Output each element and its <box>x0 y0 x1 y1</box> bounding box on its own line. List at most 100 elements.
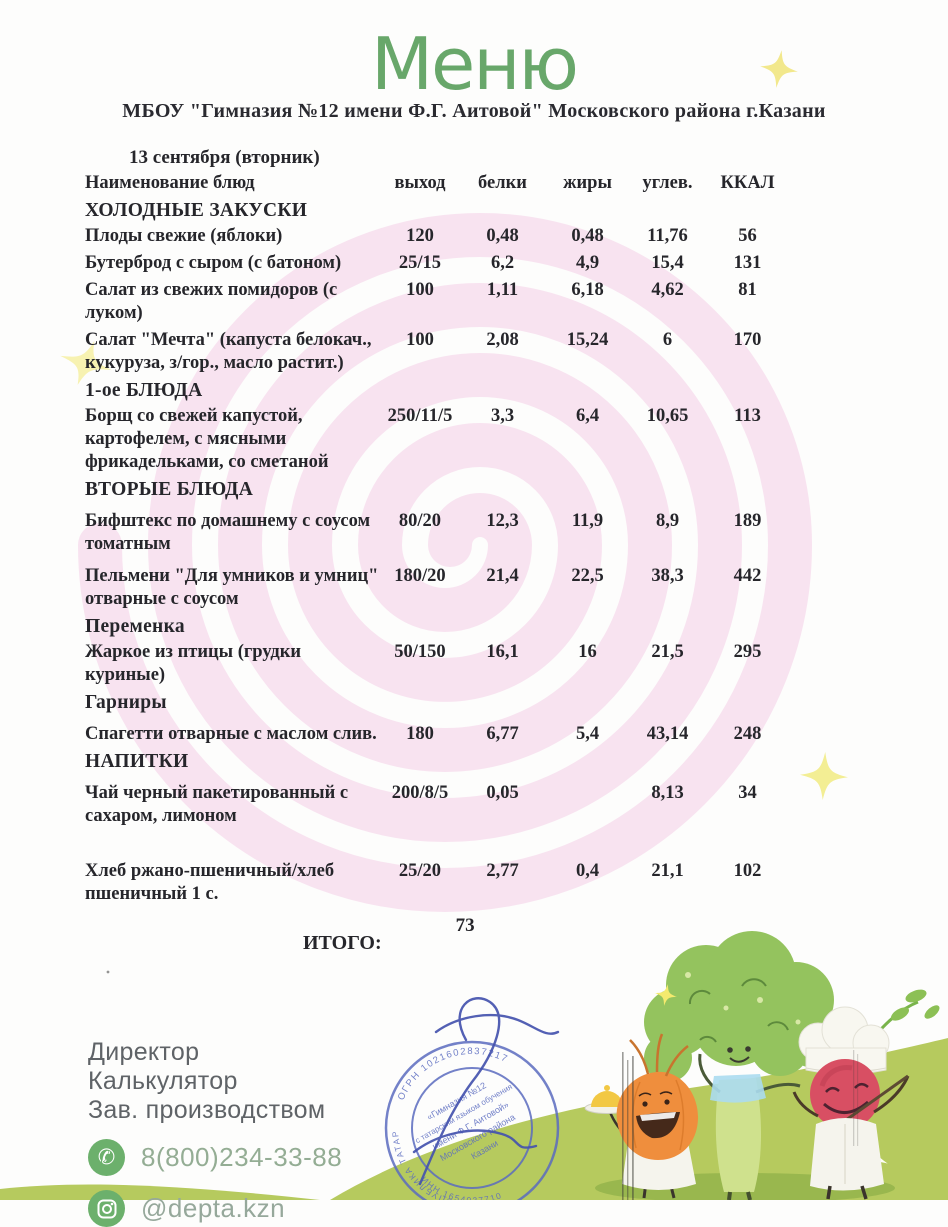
dish-carbs: 15,4 <box>651 253 684 273</box>
table-row: Салат из свежих помидоров (с луком) 100 … <box>85 279 787 325</box>
col-header-carbs: углев. <box>642 173 693 193</box>
dish-protein: 1,11 <box>486 280 519 300</box>
dish-protein: 3,3 <box>490 406 515 426</box>
total-value: 73 <box>455 915 475 936</box>
dish-carbs: 38,3 <box>651 566 684 586</box>
dish-protein: 16,1 <box>486 642 519 662</box>
col-header-protein: белки <box>478 173 527 193</box>
dish-out: 25/20 <box>398 861 442 881</box>
table-row: Салат "Мечта" (капуста белокач., кукуруз… <box>85 329 787 375</box>
col-header-name: Наименование блюд <box>85 173 255 193</box>
total-label: ИТОГО: <box>303 932 382 954</box>
table-row: Хлеб ржано-пшеничный/хлеб пшеничный 1 с.… <box>85 860 787 906</box>
dish-kcal: 34 <box>738 783 757 803</box>
table-row: Борщ со свежей капустой, картофелем, с м… <box>85 405 787 474</box>
dish-fat: 4,9 <box>575 253 600 273</box>
dish-name: Бифштекс по домашнему с соусом томатным <box>85 511 371 554</box>
dish-out: 180/20 <box>394 566 446 586</box>
dish-carbs: 6 <box>662 330 673 350</box>
dish-fat: 0,48 <box>571 226 604 246</box>
role-production-manager: Зав. производством <box>88 1096 326 1124</box>
col-header-out: выход <box>394 173 446 193</box>
dish-kcal: 189 <box>733 511 762 531</box>
dish-kcal: 131 <box>733 253 762 273</box>
section-title: ХОЛОДНЫЕ ЗАКУСКИ <box>85 200 308 221</box>
phone-icon: ✆ <box>88 1139 125 1176</box>
table-row: Плоды свежие (яблоки) 120 0,48 0,48 11,7… <box>85 225 787 248</box>
dish-kcal: 248 <box>733 724 762 744</box>
table-row: Бифштекс по домашнему с соусом томатным … <box>85 510 787 556</box>
dish-protein: 2,77 <box>486 861 519 881</box>
dish-name: Салат из свежих помидоров (с луком) <box>85 280 338 323</box>
phone-number: 8(800)234-33-88 <box>141 1142 343 1172</box>
instagram-icon <box>88 1190 125 1227</box>
dish-kcal: 81 <box>738 280 757 300</box>
dish-kcal: 295 <box>733 642 762 662</box>
dish-kcal: 113 <box>734 406 761 426</box>
instagram-row: @depta.kzn <box>88 1190 342 1227</box>
dish-name: Хлеб ржано-пшеничный/хлеб пшеничный 1 с. <box>85 861 335 904</box>
dish-protein: 2,08 <box>486 330 519 350</box>
section-row: НАПИТКИ <box>85 750 787 773</box>
dish-fat: 22,5 <box>571 566 604 586</box>
dish-out: 100 <box>406 280 434 300</box>
dish-carbs: 10,65 <box>646 406 689 426</box>
dish-out: 25/15 <box>398 253 442 273</box>
menu-date: 13 сентября (вторник) <box>129 147 320 168</box>
table-row: Спагетти отварные с маслом слив. 180 6,7… <box>85 723 787 746</box>
dish-fat: 5,4 <box>575 724 600 744</box>
table-row: Пельмени "Для умников и умниц" отварные … <box>85 565 787 611</box>
dish-protein: 0,05 <box>486 783 519 803</box>
dish-name: Чай черный пакетированный с сахаром, лим… <box>85 783 349 826</box>
dish-out: 100 <box>406 330 434 350</box>
section-row: ВТОРЫЕ БЛЮДА <box>85 478 787 501</box>
dish-fat: 15,24 <box>566 330 609 350</box>
dish-protein: 21,4 <box>486 566 519 586</box>
dish-carbs: 4,62 <box>651 280 684 300</box>
dish-fat: 6,4 <box>575 406 600 426</box>
section-title: Гарниры <box>85 692 167 713</box>
dish-fat: 6,18 <box>571 280 604 300</box>
dish-out: 50/150 <box>394 642 446 662</box>
dish-out: 250/11/5 <box>387 406 453 426</box>
dish-protein: 12,3 <box>486 511 519 531</box>
role-director: Директор <box>88 1038 200 1066</box>
section-title: 1-ое БЛЮДА <box>85 380 203 401</box>
col-header-fat: жиры <box>563 173 612 193</box>
school-title: МБОУ "Гимназия №12 имени Ф.Г. Аитовой" М… <box>122 100 826 122</box>
table-row: Чай черный пакетированный с сахаром, лим… <box>85 782 787 828</box>
menu-table: 13 сентября (вторник) Наименование блюд … <box>85 146 787 955</box>
dish-carbs: 43,14 <box>646 724 689 744</box>
dish-out: 120 <box>406 226 434 246</box>
section-row: 1-ое БЛЮДА <box>85 379 787 402</box>
section-title: Переменка <box>85 616 185 637</box>
dish-fat: 0,4 <box>575 861 600 881</box>
section-title: ВТОРЫЕ БЛЮДА <box>85 479 254 500</box>
menu-script-title: Меню <box>370 22 579 106</box>
dish-carbs: 21,5 <box>651 642 684 662</box>
section-row: Гарниры <box>85 691 787 714</box>
dish-carbs: 8,13 <box>651 783 684 803</box>
section-title: НАПИТКИ <box>85 751 189 772</box>
dish-name: Плоды свежие (яблоки) <box>85 226 283 246</box>
dish-protein: 6,77 <box>486 724 519 744</box>
dish-protein: 0,48 <box>486 226 519 246</box>
dish-carbs: 11,76 <box>647 226 688 246</box>
dish-name: Бутерброд с сыром (с батоном) <box>85 253 342 273</box>
dish-kcal: 170 <box>733 330 762 350</box>
totals-row: ИТОГО: 73 <box>85 915 787 955</box>
dish-name: Жаркое из птицы (грудки куриные) <box>85 642 302 685</box>
dish-kcal: 56 <box>738 226 757 246</box>
table-header-row: Наименование блюд выход белки жиры углев… <box>85 172 787 195</box>
dish-protein: 6,2 <box>490 253 515 273</box>
phone-row: ✆ 8(800)234-33-88 <box>88 1139 342 1176</box>
table-row: Жаркое из птицы (грудки куриные) 50/150 … <box>85 641 787 687</box>
dish-fat: 16 <box>578 642 597 662</box>
dish-name: Салат "Мечта" (капуста белокач., кукуруз… <box>85 330 372 373</box>
dish-name: Спагетти отварные с маслом слив. <box>85 724 377 744</box>
section-row: ХОЛОДНЫЕ ЗАКУСКИ <box>85 199 787 222</box>
col-header-kcal: ККАЛ <box>720 173 775 193</box>
section-row: Переменка <box>85 615 787 638</box>
instagram-handle: @depta.kzn <box>141 1193 286 1223</box>
dish-out: 80/20 <box>398 511 442 531</box>
